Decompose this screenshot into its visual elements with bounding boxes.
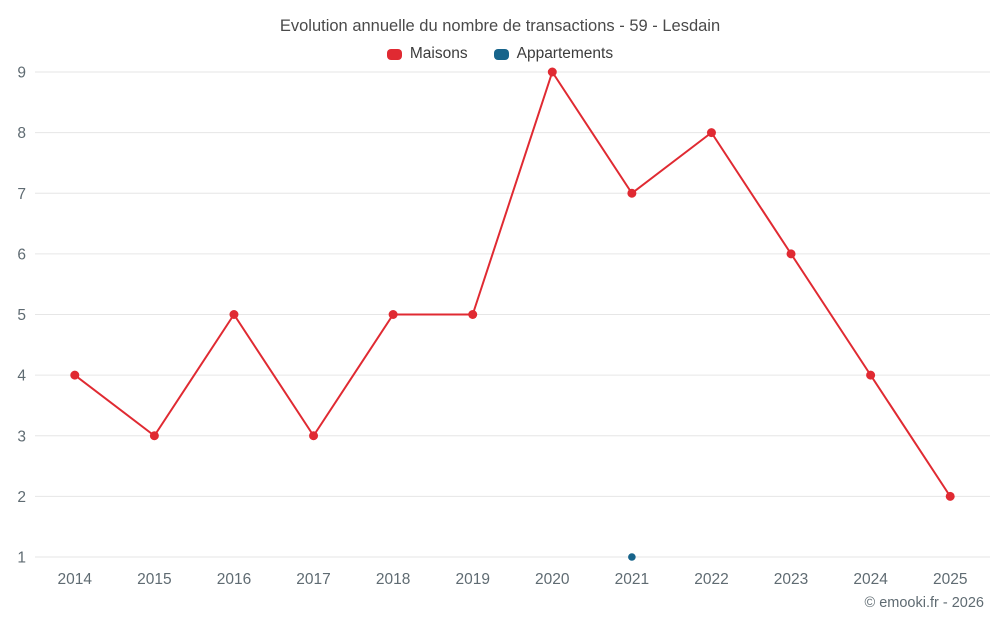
line-chart-plot-area: 1 2 3 4 5 6 7 8 9 2014 2015 2016 2017 2018 2019 2020 202… — [17, 65, 990, 588]
data-point-marker-maisons[interactable] — [627, 188, 637, 198]
y-axis-tick-label: 5 — [17, 307, 26, 324]
y-axis-tick-label: 6 — [17, 246, 26, 263]
data-point-marker-maisons[interactable] — [786, 249, 796, 259]
chart-footer-credit: © emooki.fr - 2026 — [864, 595, 984, 611]
data-point-marker-maisons[interactable] — [547, 67, 557, 77]
chart-title: Evolution annuelle du nombre de transact… — [279, 17, 721, 35]
data-point-marker-maisons[interactable] — [468, 310, 478, 319]
x-axis-tick-label: 2016 — [217, 571, 251, 588]
legend-item-appartements[interactable]: Appartements — [493, 45, 614, 63]
series-line-maisons — [73, 71, 952, 498]
y-axis-tick-label: 3 — [17, 428, 26, 445]
x-axis-tick-label: 2022 — [694, 571, 728, 588]
chart-legend: Maisons Appartements — [0, 45, 1000, 63]
legend-label-maisons: Maisons — [409, 45, 468, 62]
x-axis-tick-label: 2015 — [137, 571, 171, 588]
y-axis-tick-label: 2 — [17, 489, 26, 506]
legend-item-maisons[interactable]: Maisons — [386, 45, 468, 63]
x-axis-tick-label: 2019 — [455, 571, 489, 588]
x-axis-tick-label: 2023 — [774, 571, 808, 588]
data-point-marker-maisons[interactable] — [866, 370, 876, 380]
x-axis-tick-label: 2025 — [933, 571, 967, 588]
y-axis-tick-label: 9 — [17, 65, 26, 82]
x-axis-tick-label: 2014 — [58, 571, 93, 588]
x-axis-tick-label: 2020 — [535, 571, 570, 588]
y-axis-tick-label: 1 — [17, 550, 26, 567]
y-axis-tick-label: 4 — [17, 368, 26, 385]
y-axis-tick-label: 7 — [17, 186, 26, 203]
data-point-marker-maisons[interactable] — [945, 491, 955, 501]
data-point-marker-maisons[interactable] — [70, 370, 80, 380]
x-axis-tick-label: 2018 — [376, 571, 410, 588]
legend-label-appartements: Appartements — [516, 45, 614, 62]
x-axis-tick-label: 2024 — [853, 571, 888, 588]
data-point-marker-maisons[interactable] — [149, 431, 159, 441]
data-point-marker-appartements[interactable] — [628, 553, 636, 561]
x-axis-tick-label: 2017 — [296, 571, 330, 588]
data-point-marker-maisons[interactable] — [706, 128, 716, 138]
data-point-marker-maisons[interactable] — [388, 310, 398, 319]
appartements-legend-marker-icon — [493, 48, 509, 60]
data-point-marker-maisons[interactable] — [309, 431, 319, 441]
data-point-marker-maisons[interactable] — [229, 310, 239, 319]
y-axis-tick-label: 8 — [17, 125, 26, 142]
maisons-legend-marker-icon — [386, 48, 402, 60]
x-axis-tick-label: 2021 — [615, 571, 649, 588]
